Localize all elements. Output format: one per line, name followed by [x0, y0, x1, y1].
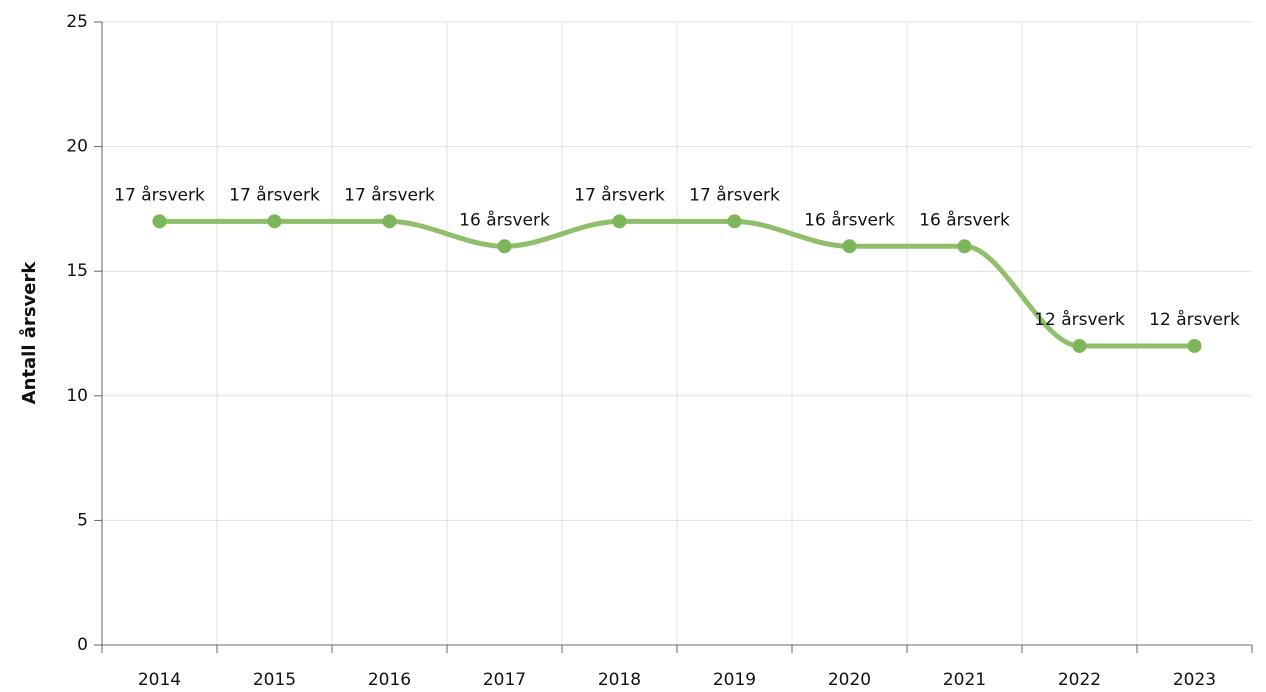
data-label: 12 årsverk: [1034, 309, 1125, 330]
data-label: 17 årsverk: [114, 184, 205, 205]
x-tick-label: 2019: [713, 670, 756, 690]
data-label: 17 årsverk: [344, 184, 435, 205]
marker: [152, 214, 167, 229]
y-tick-label: 5: [77, 510, 88, 530]
x-tick-label: 2021: [943, 670, 986, 690]
data-label: 16 årsverk: [459, 209, 550, 230]
x-tick-label: 2015: [253, 670, 296, 690]
marker: [842, 239, 857, 254]
x-tick-label: 2017: [483, 670, 526, 690]
data-label: 12 årsverk: [1149, 309, 1240, 330]
y-tick-label: 0: [77, 635, 88, 655]
marker: [1072, 338, 1087, 353]
marker: [727, 214, 742, 229]
y-tick-label: 20: [66, 137, 88, 157]
x-tick-label: 2020: [828, 670, 871, 690]
y-tick-label: 10: [66, 386, 88, 406]
data-label: 16 årsverk: [804, 209, 895, 230]
data-label: 17 årsverk: [689, 184, 780, 205]
x-tick-label: 2016: [368, 670, 411, 690]
marker: [957, 239, 972, 254]
data-label: 17 årsverk: [574, 184, 665, 205]
series-line: [157, 218, 1197, 349]
y-tick-label: 15: [66, 261, 88, 281]
marker: [267, 214, 282, 229]
data-label: 17 årsverk: [229, 184, 320, 205]
y-tick-label: 25: [66, 12, 88, 32]
marker: [382, 214, 397, 229]
marker: [612, 214, 627, 229]
x-tick-label: 2023: [1173, 670, 1216, 690]
marker: [497, 239, 512, 254]
marker: [1187, 338, 1202, 353]
x-tick-label: 2018: [598, 670, 641, 690]
x-tick-label: 2022: [1058, 670, 1101, 690]
y-axis-label: Antall årsverk: [18, 261, 40, 405]
x-tick-label: 2014: [138, 670, 181, 690]
data-label: 16 årsverk: [919, 209, 1010, 230]
